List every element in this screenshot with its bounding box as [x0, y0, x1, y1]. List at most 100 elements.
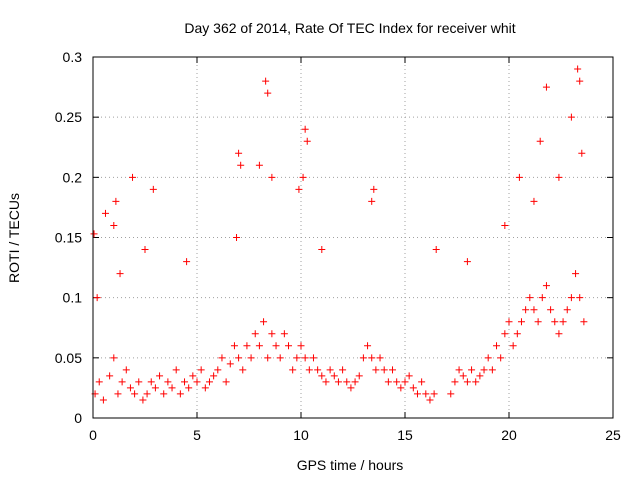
- data-point: [268, 330, 276, 338]
- data-point: [409, 384, 417, 392]
- data-point: [422, 390, 430, 398]
- data-point: [272, 342, 280, 350]
- data-point: [90, 230, 98, 238]
- data-point: [480, 366, 488, 374]
- data-point: [463, 258, 471, 266]
- data-point: [99, 396, 107, 404]
- y-tick-label: 0.15: [55, 230, 82, 246]
- data-point: [555, 173, 563, 181]
- data-point: [355, 372, 363, 380]
- data-point: [264, 354, 272, 362]
- data-point: [542, 282, 550, 290]
- data-point: [384, 378, 392, 386]
- x-tick-label: 20: [501, 427, 517, 443]
- data-point: [301, 125, 309, 133]
- data-point: [116, 270, 124, 278]
- data-point: [497, 354, 505, 362]
- data-point: [280, 330, 288, 338]
- data-point: [347, 384, 355, 392]
- data-point: [339, 366, 347, 374]
- data-point: [334, 378, 342, 386]
- data-point: [522, 306, 530, 314]
- data-point: [413, 390, 421, 398]
- x-tick-label: 25: [605, 427, 621, 443]
- data-point: [538, 294, 546, 302]
- x-tick-label: 5: [193, 427, 201, 443]
- data-point: [235, 149, 243, 157]
- data-point: [110, 221, 118, 229]
- data-point: [370, 185, 378, 193]
- data-point: [318, 372, 326, 380]
- data-point: [393, 378, 401, 386]
- chart-title: Day 362 of 2014, Rate Of TEC Index for r…: [184, 20, 515, 36]
- data-point: [351, 378, 359, 386]
- data-point: [218, 354, 226, 362]
- data-point: [447, 390, 455, 398]
- data-point: [576, 77, 584, 85]
- data-point: [551, 318, 559, 326]
- plot-frame: [92, 56, 614, 419]
- data-point: [505, 318, 513, 326]
- data-point: [397, 384, 405, 392]
- data-point: [135, 378, 143, 386]
- data-point: [168, 384, 176, 392]
- data-point: [147, 378, 155, 386]
- data-point: [343, 378, 351, 386]
- data-point: [368, 354, 376, 362]
- data-point: [476, 372, 484, 380]
- data-point: [330, 372, 338, 380]
- data-point: [380, 366, 388, 374]
- data-point: [114, 390, 122, 398]
- data-point: [156, 372, 164, 380]
- data-point: [235, 354, 243, 362]
- data-point: [580, 318, 588, 326]
- data-point: [276, 354, 284, 362]
- data-point: [230, 342, 238, 350]
- data-point: [262, 77, 270, 85]
- y-axis-title: ROTI / TECUs: [6, 193, 22, 283]
- data-point: [251, 330, 259, 338]
- data-point: [260, 318, 268, 326]
- data-point: [405, 372, 413, 380]
- data-point: [293, 354, 301, 362]
- y-tick-label: 0.3: [63, 49, 83, 65]
- data-point: [247, 354, 255, 362]
- data-point: [451, 378, 459, 386]
- data-point: [513, 330, 521, 338]
- data-point: [515, 173, 523, 181]
- y-tick-label: 0.25: [55, 109, 82, 125]
- data-point: [359, 354, 367, 362]
- data-point: [210, 372, 218, 380]
- data-point: [95, 378, 103, 386]
- data-point: [509, 342, 517, 350]
- data-point: [530, 197, 538, 205]
- data-point: [372, 366, 380, 374]
- data-point: [472, 378, 480, 386]
- data-point: [239, 366, 247, 374]
- data-point: [139, 396, 147, 404]
- data-point: [463, 378, 471, 386]
- data-point: [110, 354, 118, 362]
- x-tick-label: 15: [397, 427, 413, 443]
- data-point: [576, 294, 584, 302]
- data-point: [289, 366, 297, 374]
- data-point: [160, 390, 168, 398]
- data-point: [530, 306, 538, 314]
- data-point: [563, 306, 571, 314]
- data-point: [141, 246, 149, 254]
- y-tick-label: 0.2: [63, 169, 83, 185]
- data-point: [214, 366, 222, 374]
- x-tick-label: 10: [293, 427, 309, 443]
- data-point: [401, 378, 409, 386]
- data-point: [555, 330, 563, 338]
- data-point: [151, 384, 159, 392]
- data-point: [314, 366, 322, 374]
- data-point: [131, 390, 139, 398]
- data-point: [268, 173, 276, 181]
- data-point: [164, 378, 172, 386]
- data-point: [578, 149, 586, 157]
- data-point: [455, 366, 463, 374]
- data-point: [430, 390, 438, 398]
